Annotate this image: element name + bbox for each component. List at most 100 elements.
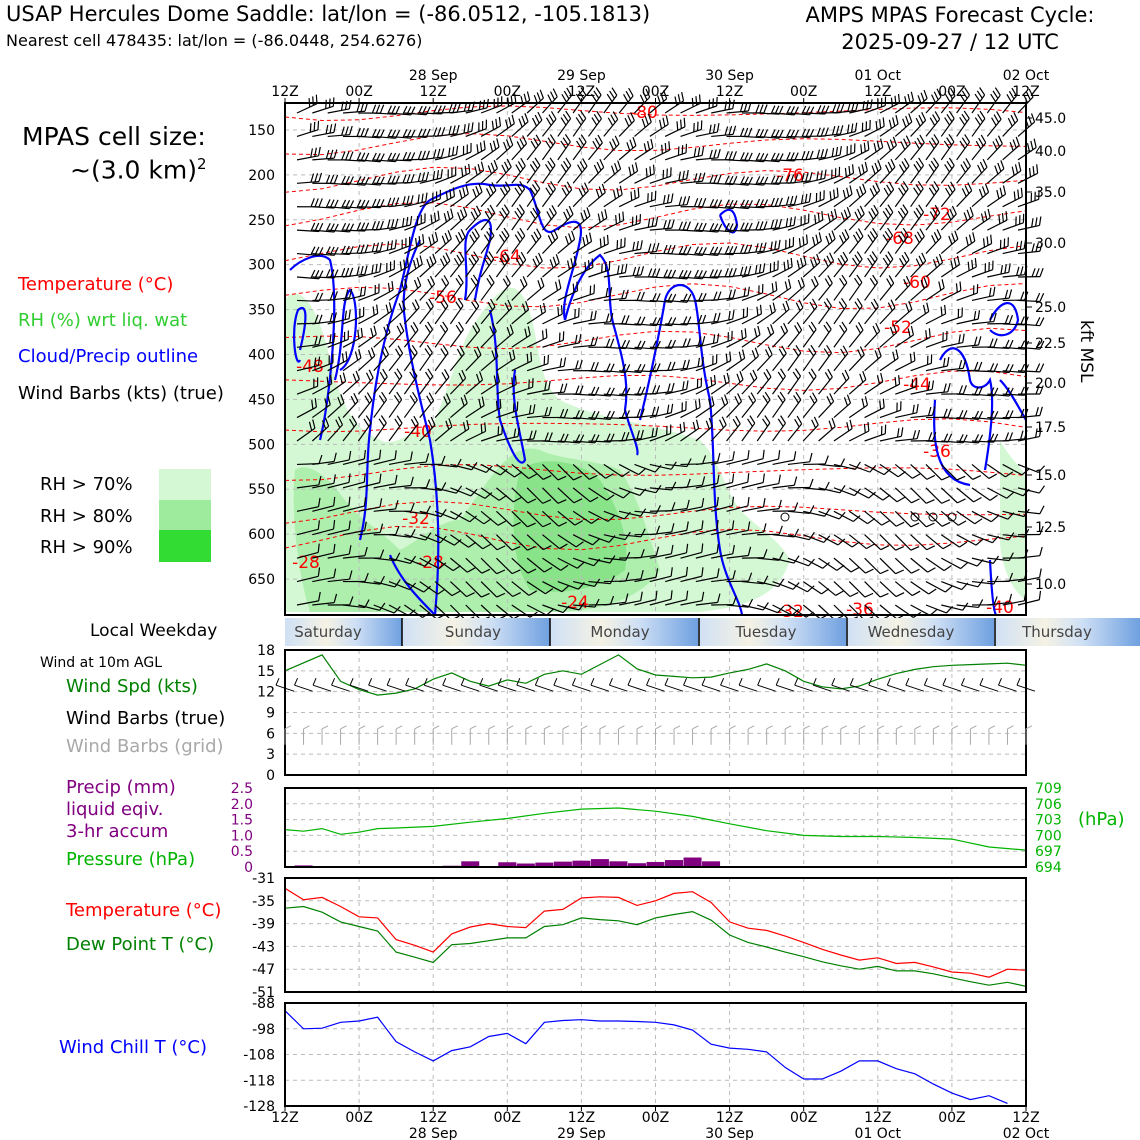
- wind-barb-feather: [829, 393, 835, 402]
- temperature-contour: [284, 166, 1027, 193]
- wind-barb-feather: [1005, 471, 1014, 478]
- wind-barb-feather: [473, 208, 479, 218]
- wind-barb-feather: [801, 172, 805, 182]
- wind-barb: [680, 551, 702, 559]
- precip-legend-line2: liquid eqiv.: [66, 799, 164, 820]
- wind-barb-feather: [835, 146, 839, 157]
- wind-barb-feather: [485, 254, 492, 263]
- wind-barb-feather: [609, 575, 615, 584]
- wind-barb: [971, 487, 991, 501]
- wind-barb-feather: [779, 391, 786, 400]
- wind-barb: [726, 481, 748, 489]
- wind-barb-feather: [329, 291, 334, 301]
- wind-barb-feather: [548, 380, 551, 390]
- wind-barb-feather: [724, 151, 729, 160]
- wind-barb-feather: [941, 279, 945, 289]
- wind-barb-feather: [872, 274, 879, 283]
- wind-barb-feather: [344, 310, 347, 320]
- wind-barb-feather: [902, 227, 909, 237]
- wind-barb-feather: [812, 236, 816, 246]
- wind-barb-feather: [841, 298, 848, 307]
- wind-barb-feather: [1017, 189, 1020, 199]
- wind-barb-feather: [645, 88, 651, 98]
- wind-barb: [358, 334, 377, 348]
- wind-barb-feather: [547, 94, 553, 103]
- wind-barb-true-feather: [608, 677, 613, 686]
- wind-barb-grid-feather: [988, 725, 996, 730]
- wind-barb: [971, 243, 992, 255]
- rh-swatch-90: [159, 530, 211, 562]
- rh-swatch-80: [159, 500, 211, 532]
- wind-barb-feather: [609, 313, 614, 322]
- wind-barb-feather: [559, 543, 568, 550]
- wind-barb-feather: [482, 543, 491, 550]
- wind-barb-feather: [743, 127, 749, 137]
- wind-barb-feather: [333, 593, 338, 603]
- wind-barb-feather: [402, 129, 408, 138]
- wind-barb-feather: [360, 244, 365, 254]
- wind-barb-feather: [1008, 572, 1014, 582]
- wind-barb-feather: [868, 491, 876, 499]
- wind-barb-feather: [308, 421, 313, 431]
- wind-barb: [480, 604, 498, 621]
- wind-barb-feather: [500, 468, 508, 476]
- wind-barb-feather: [557, 475, 567, 481]
- wind-barb-feather: [391, 197, 396, 207]
- wind-barb: [434, 534, 455, 546]
- wind-barb-feather: [395, 197, 400, 207]
- wind-barb: [312, 460, 335, 466]
- wind-barb-feather: [491, 350, 496, 360]
- wind-barb: [772, 604, 793, 616]
- wind-barb-feather: [371, 176, 377, 185]
- wind-barb: [956, 240, 976, 255]
- wind-barb-feather: [368, 369, 374, 379]
- wind-barb: [388, 534, 411, 538]
- wind-barb-feather: [935, 256, 941, 266]
- wind-barb-feather: [1039, 242, 1043, 252]
- wind-barb-feather: [651, 243, 656, 253]
- wind-barb-feather: [545, 187, 552, 196]
- wind-barb-feather: [901, 161, 908, 170]
- wind-barb-feather: [488, 274, 495, 284]
- wind-barb-feather: [670, 544, 674, 554]
- wind-barb-true-feather: [849, 677, 854, 686]
- wind-barb: [526, 487, 544, 504]
- wind-barb-feather: [789, 174, 795, 184]
- wind-barb-feather: [1038, 465, 1046, 473]
- wind-barb: [802, 424, 819, 442]
- wind-barb-feather: [934, 204, 941, 214]
- wind-barb-feather: [483, 257, 490, 266]
- wind-barb-feather: [774, 197, 779, 207]
- wind-barb: [419, 534, 441, 544]
- wind-barb: [956, 510, 976, 525]
- wind-barb: [1017, 510, 1040, 515]
- wind-barb-feather: [489, 204, 496, 214]
- wind-barb-feather: [458, 372, 464, 382]
- wind-barb: [665, 463, 688, 468]
- wind-barb: [511, 211, 525, 231]
- wind-barb-true-feather: [683, 677, 688, 686]
- wind-barb: [818, 534, 839, 546]
- wind-barb: [987, 510, 1009, 520]
- wind-barb-feather: [764, 391, 771, 401]
- wind-barb-feather: [743, 102, 748, 112]
- wind-barb-feather: [501, 164, 507, 174]
- wind-barb-feather: [987, 208, 991, 218]
- wind-barb: [480, 282, 495, 301]
- wind-barb-feather: [1013, 112, 1019, 121]
- wind-barb-feather: [852, 234, 859, 243]
- wind-barb-feather: [559, 408, 565, 418]
- temperature-legend: Temperature (°C): [66, 900, 222, 921]
- bottom-date-label: 01 Oct: [855, 1126, 902, 1140]
- wind-barb-feather: [678, 221, 683, 231]
- wind-barb-feather: [701, 197, 707, 207]
- wind-barb-feather: [723, 375, 727, 385]
- wind-barb-feather: [528, 473, 537, 480]
- wind-barb-feather: [333, 543, 336, 553]
- wind-barb: [619, 600, 641, 606]
- wind-barb-feather: [871, 251, 878, 260]
- wind-barb-feather: [310, 198, 315, 207]
- wind-barb-feather: [580, 134, 587, 143]
- wind-barb-feather: [626, 142, 631, 152]
- wind-barb-true-feather: [294, 677, 298, 686]
